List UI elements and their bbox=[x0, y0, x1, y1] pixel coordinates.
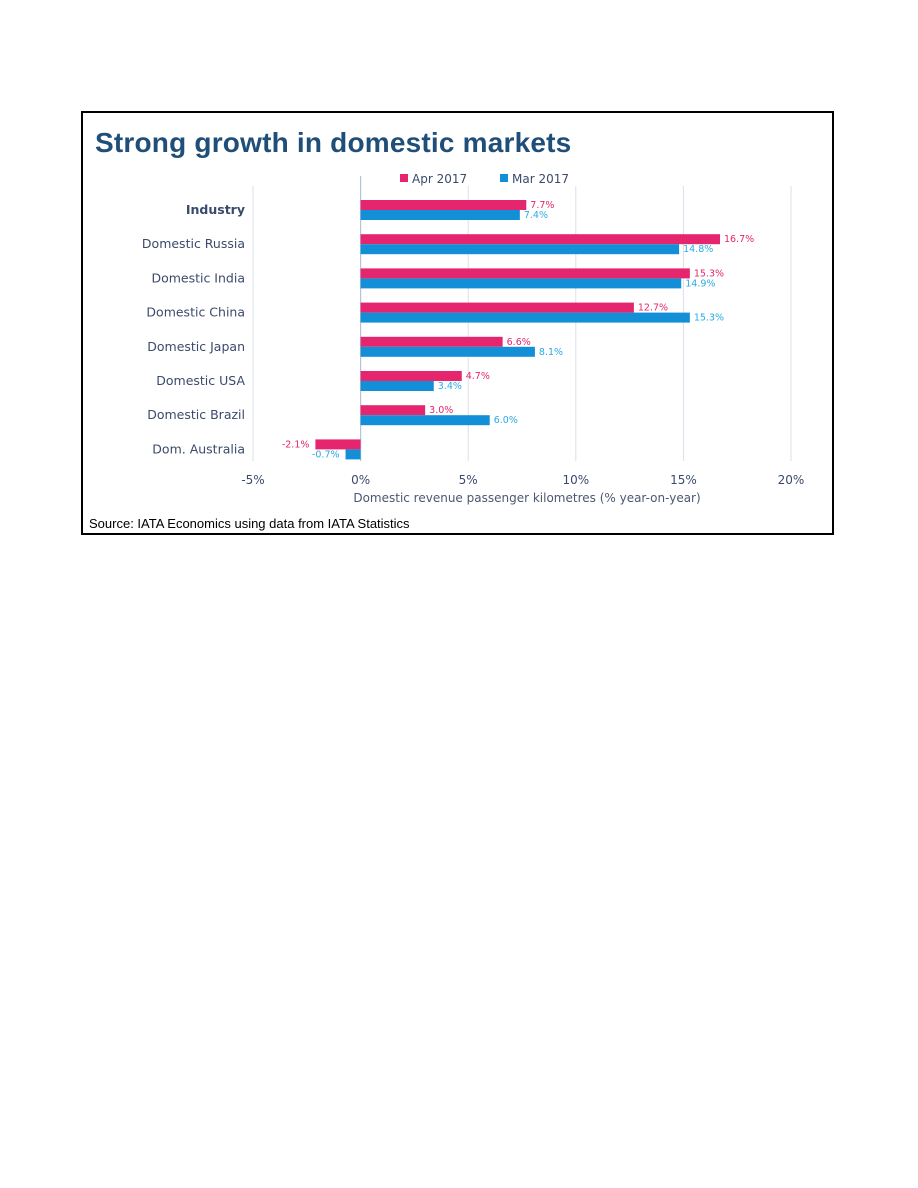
bar-mar bbox=[360, 244, 680, 255]
legend-label-apr: Apr 2017 bbox=[412, 172, 467, 186]
data-label-apr: 4.7% bbox=[466, 371, 490, 382]
category-label: Domestic Japan bbox=[147, 339, 245, 354]
legend-label-mar: Mar 2017 bbox=[512, 172, 569, 186]
data-label-mar: 15.3% bbox=[694, 313, 724, 324]
bar-apr bbox=[360, 302, 634, 313]
bar-mar bbox=[360, 381, 434, 391]
legend-swatch-mar bbox=[500, 174, 508, 182]
data-label-apr: 3.0% bbox=[429, 405, 453, 416]
chart-frame: Strong growth in domestic markets -5% 0% 5… bbox=[81, 111, 834, 535]
bar-apr bbox=[360, 200, 527, 210]
data-label-apr: 7.7% bbox=[530, 200, 554, 211]
category-label: Domestic Russia bbox=[142, 236, 245, 251]
bar-apr bbox=[360, 371, 462, 381]
category-label: Domestic India bbox=[151, 270, 245, 285]
data-label-apr: 6.6% bbox=[507, 337, 531, 348]
category-label: Domestic Brazil bbox=[147, 407, 245, 422]
category-label: Domestic USA bbox=[156, 373, 245, 388]
x-tick-label: 0% bbox=[351, 473, 370, 487]
data-label-apr: 16.7% bbox=[724, 234, 754, 245]
data-label-mar: 6.0% bbox=[494, 415, 518, 426]
source-note: Source: IATA Economics using data from I… bbox=[89, 516, 410, 531]
x-tick-label: -5% bbox=[241, 473, 264, 487]
bar-apr bbox=[360, 405, 426, 416]
category-label: Dom. Australia bbox=[152, 441, 245, 456]
data-label-mar: 3.4% bbox=[438, 381, 462, 392]
data-label-apr: 12.7% bbox=[638, 303, 668, 314]
bar-mar bbox=[360, 312, 690, 323]
data-label-apr: 15.3% bbox=[694, 268, 724, 279]
x-tick-label: 20% bbox=[778, 473, 805, 487]
data-label-mar: 14.9% bbox=[685, 278, 715, 289]
bar-mar bbox=[360, 415, 490, 426]
bar-mar bbox=[360, 346, 535, 357]
data-label-mar: 14.8% bbox=[683, 244, 713, 255]
x-tick-label: 10% bbox=[562, 473, 589, 487]
bar-apr bbox=[315, 439, 361, 450]
bar-mar bbox=[345, 449, 361, 460]
chart-title: Strong growth in domestic markets bbox=[95, 127, 572, 158]
data-label-mar: 8.1% bbox=[539, 347, 563, 358]
bar-apr bbox=[360, 234, 720, 245]
legend-swatch-apr bbox=[400, 174, 408, 182]
bar-mar bbox=[360, 278, 682, 289]
data-label-mar: 7.4% bbox=[524, 210, 548, 221]
x-axis-title: Domestic revenue passenger kilometres (%… bbox=[353, 491, 700, 505]
bar-chart: -5% 0% 5% 10% 15% 20% Domestic revenue passeng… bbox=[142, 172, 805, 505]
x-tick-label: 15% bbox=[670, 473, 697, 487]
bar-apr bbox=[360, 336, 503, 347]
bar-apr bbox=[360, 268, 690, 279]
category-label: Domestic China bbox=[146, 305, 245, 320]
category-label: Industry bbox=[186, 202, 245, 217]
data-label-apr: -2.1% bbox=[282, 439, 310, 450]
bar-mar bbox=[360, 210, 520, 220]
x-tick-label: 5% bbox=[459, 473, 478, 487]
data-label-mar: -0.7% bbox=[312, 449, 340, 460]
